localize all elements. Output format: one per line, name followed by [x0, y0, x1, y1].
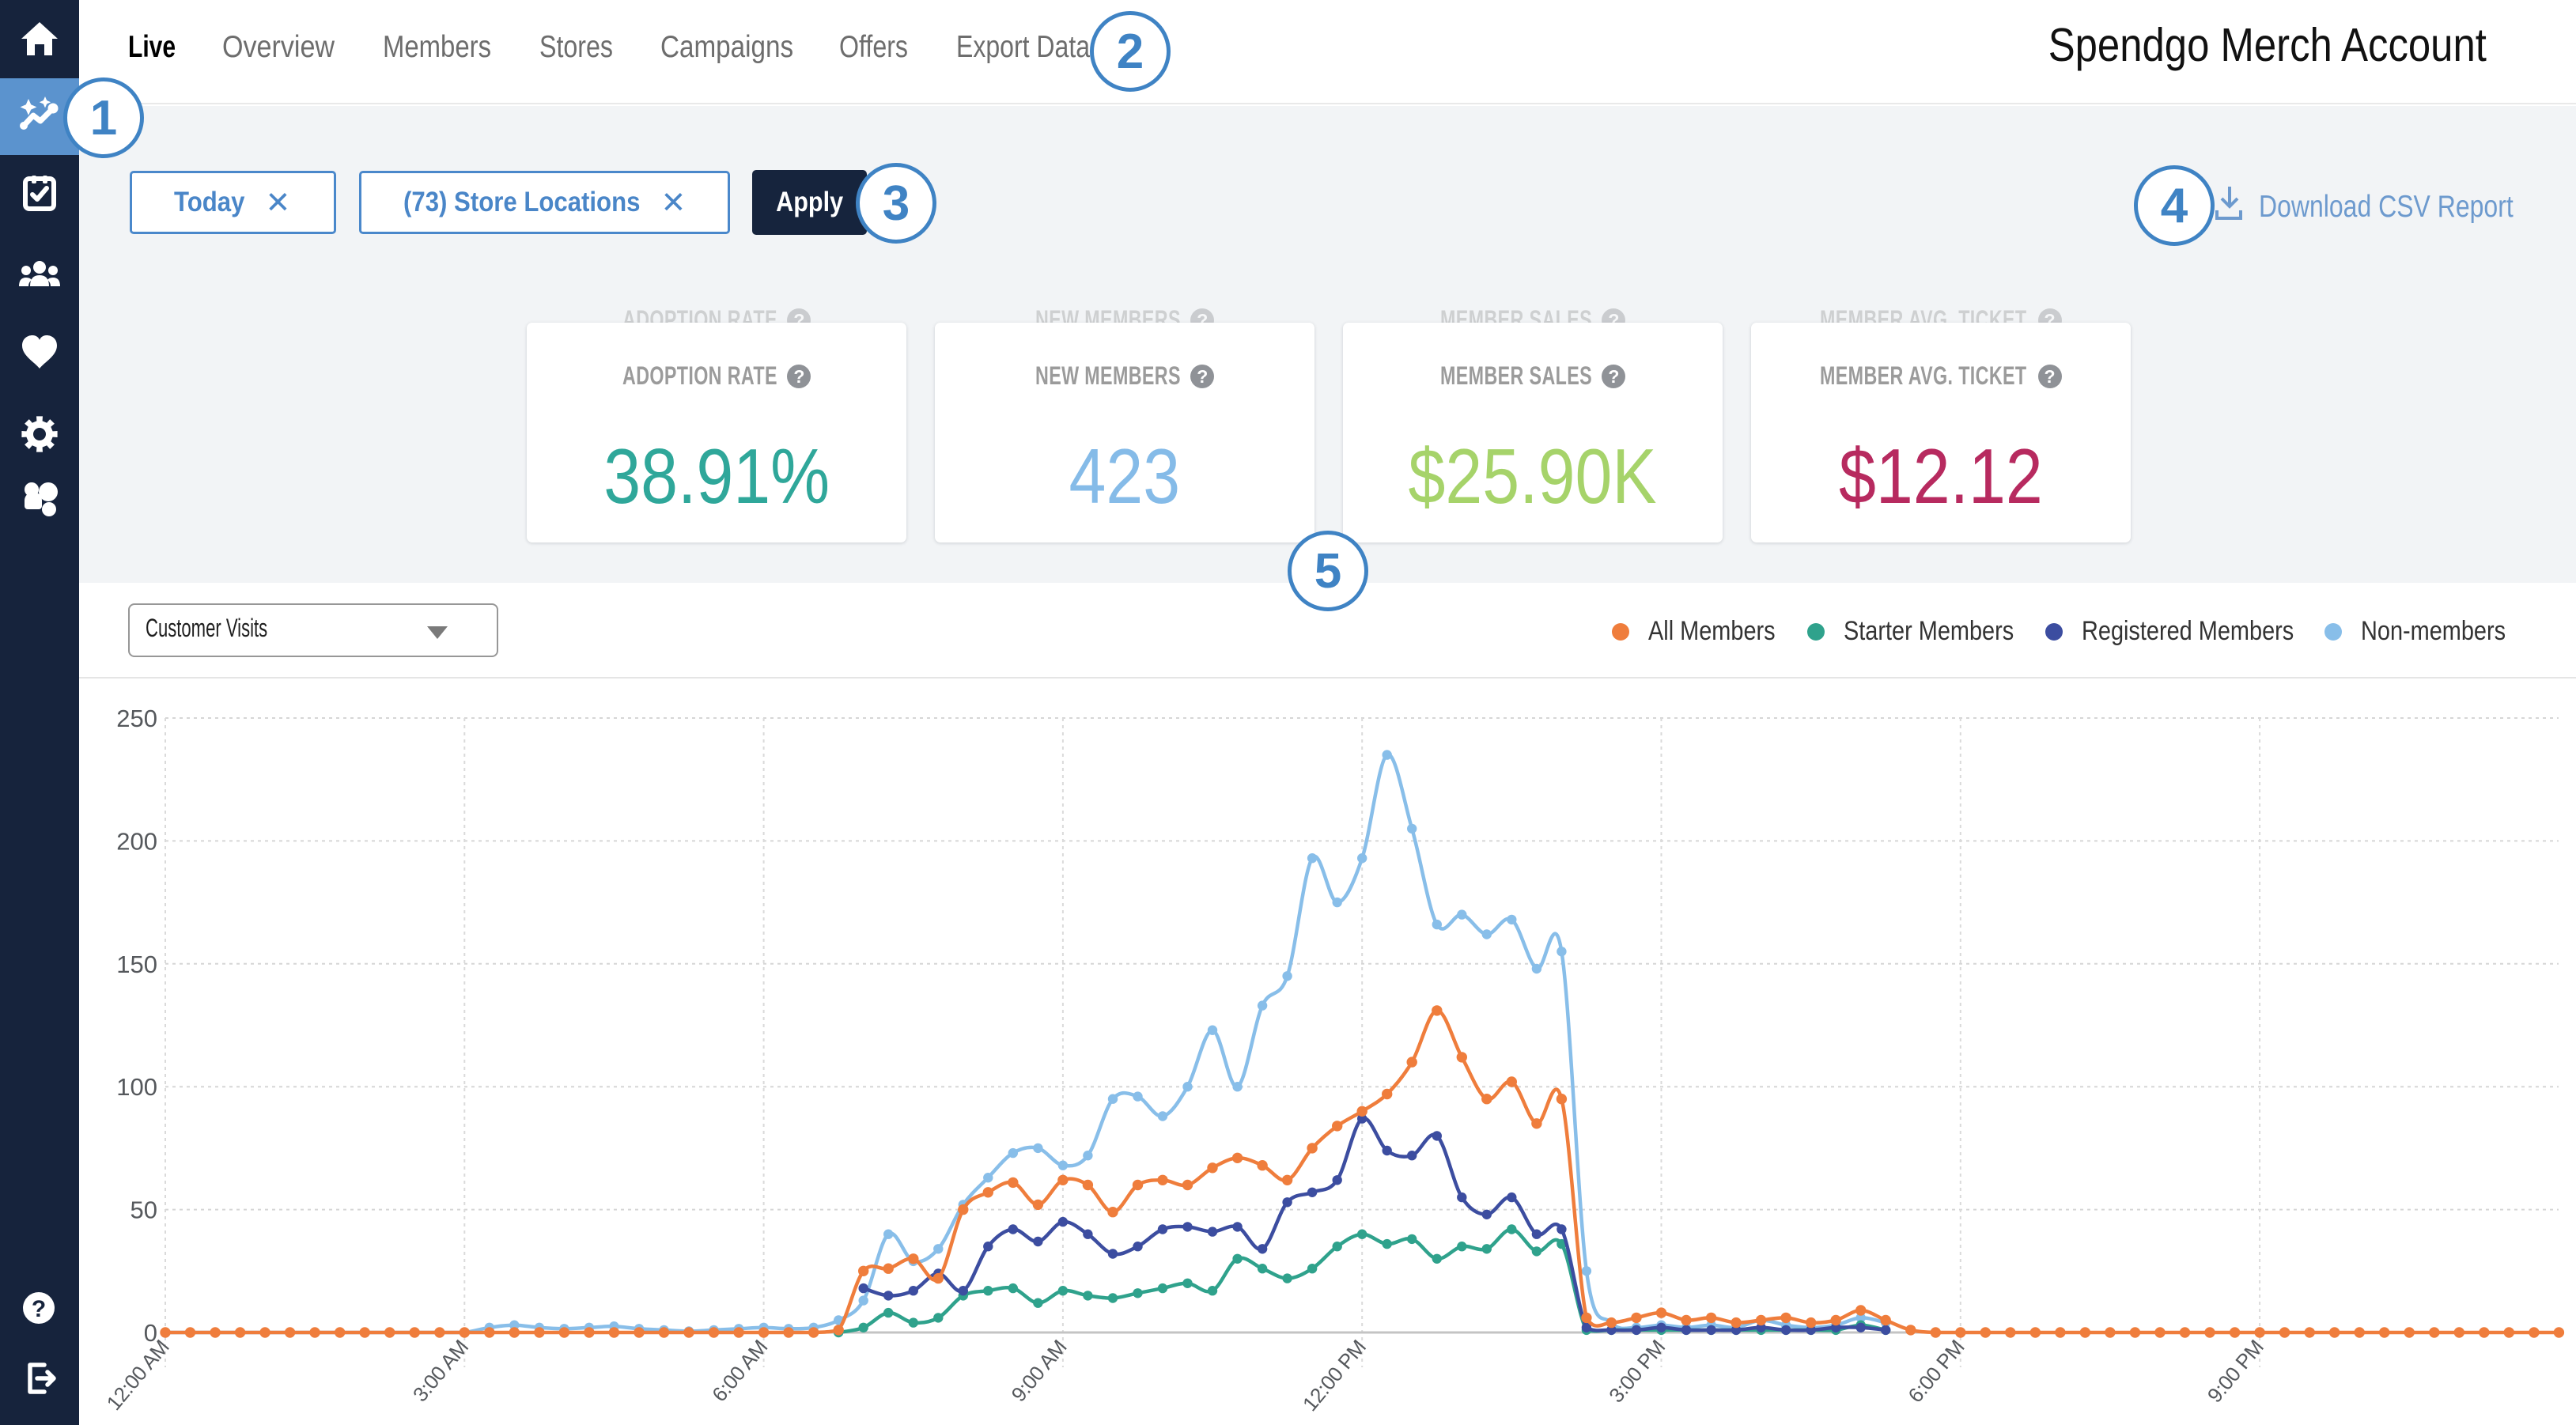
svg-text:100: 100 [116, 1073, 157, 1101]
svg-text:6:00 AM: 6:00 AM [707, 1336, 772, 1407]
svg-text:6:00 PM: 6:00 PM [1903, 1336, 1969, 1408]
svg-text:?: ? [32, 1296, 46, 1322]
svg-text:3:00 PM: 3:00 PM [1604, 1336, 1670, 1408]
svg-text:9:00 AM: 9:00 AM [1006, 1336, 1071, 1407]
svg-text:200: 200 [116, 827, 157, 855]
svg-text:3:00 AM: 3:00 AM [408, 1336, 473, 1407]
svg-text:50: 50 [131, 1196, 157, 1224]
svg-text:12:00 AM: 12:00 AM [102, 1336, 174, 1415]
svg-text:12:00 PM: 12:00 PM [1298, 1336, 1371, 1416]
svg-text:9:00 PM: 9:00 PM [2203, 1336, 2268, 1408]
svg-text:150: 150 [116, 951, 157, 978]
svg-text:0: 0 [144, 1319, 157, 1347]
svg-text:250: 250 [116, 705, 157, 732]
